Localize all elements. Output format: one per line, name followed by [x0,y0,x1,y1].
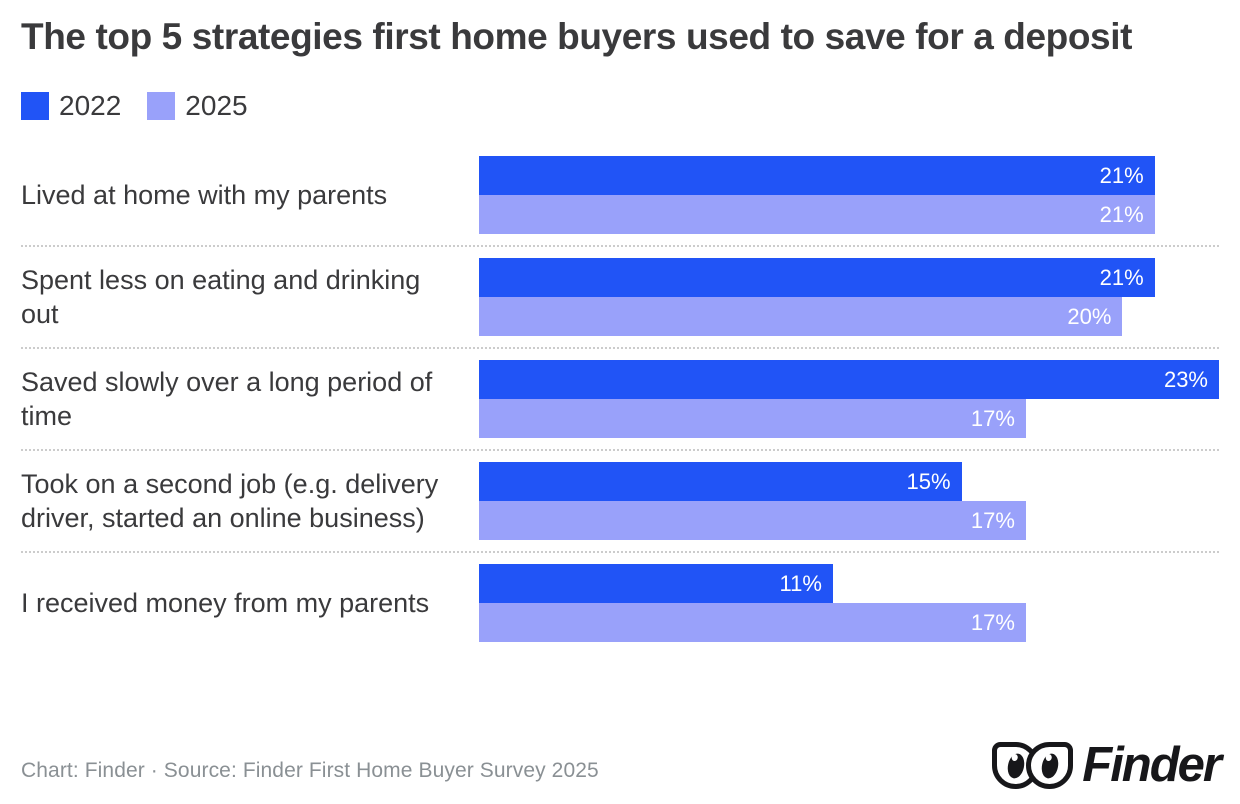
legend-item-2025: 2025 [147,90,248,122]
legend-label-2025: 2025 [185,90,248,121]
bar-value-label: 23% [1163,366,1208,392]
chart-row: I received money from my parents 11% 17% [21,564,1219,642]
category-label: I received money from my parents [21,588,430,618]
bar-2022: 11% [479,564,833,603]
page-title: The top 5 strategies first home buyers u… [21,16,1133,57]
finder-logo-text: Finder [1082,738,1222,792]
chart-row: Spent less on eating and drinking out 21… [21,258,1219,336]
bar-value-label: 17% [970,405,1015,431]
pupil-left [1005,751,1027,780]
bar-value-label: 11% [779,570,822,596]
chart-row: Saved slowly over a long period of time … [21,360,1219,438]
row-separator [21,347,1219,349]
chart-legend: 2022 2025 [21,90,1219,122]
bar-group: 15% 17% [479,462,1219,540]
gleam-left [1010,753,1019,762]
bar-2025: 17% [479,399,1026,438]
bar-value-label: 21% [1099,264,1144,290]
bar-value-label: 21% [1099,201,1144,227]
gleam-right [1044,753,1053,762]
bar-2025: 17% [479,501,1026,540]
row-separator [21,551,1219,553]
bar-value-label: 17% [970,609,1015,635]
bar-2025: 21% [479,195,1155,234]
bar-group: 21% 20% [479,258,1219,336]
legend-item-2022: 2022 [21,90,121,122]
category-label: Saved slowly over a long period of time [21,367,433,431]
legend-swatch-2022 [21,92,49,120]
bar-2025: 20% [479,297,1123,336]
row-separator [21,245,1219,247]
bar-value-label: 17% [970,507,1015,533]
finder-eyes-icon [992,742,1074,789]
finder-logo: Finder [992,738,1222,792]
category-label: Spent less on eating and drinking out [21,265,421,329]
pupil-right [1039,751,1061,780]
chart-row: Took on a second job (e.g. delivery driv… [21,462,1219,540]
row-separator [21,449,1219,451]
eye-right-icon [1026,742,1074,789]
legend-label-2022: 2022 [59,90,122,121]
chart-row: Lived at home with my parents 21% 21% [21,156,1219,234]
bar-2025: 17% [479,603,1026,642]
source-credit: Chart: Finder · Source: Finder First Hom… [21,759,599,782]
bar-value-label: 15% [906,468,951,494]
bar-2022: 23% [479,360,1219,399]
bar-group: 11% 17% [479,564,1219,642]
legend-swatch-2025 [147,92,176,120]
bar-2022: 21% [479,258,1155,297]
bar-2022: 15% [479,462,962,501]
bar-2022: 21% [479,156,1155,195]
bar-chart: Lived at home with my parents 21% 21% Sp… [21,156,1219,642]
bar-value-label: 20% [1067,303,1112,329]
bar-group: 23% 17% [479,360,1219,438]
category-label: Lived at home with my parents [21,180,388,210]
bar-group: 21% 21% [479,156,1219,234]
bar-value-label: 21% [1099,162,1144,188]
category-label: Took on a second job (e.g. delivery driv… [21,469,439,533]
